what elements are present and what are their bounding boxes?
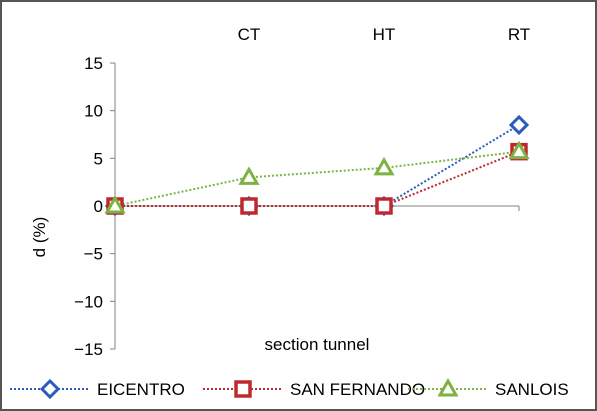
series-line	[115, 150, 520, 207]
category-label: CT	[238, 25, 261, 44]
data-point	[104, 194, 126, 214]
y-tick-label: 15	[84, 54, 103, 73]
axes: 15 10 5 0 −5 −10 −15	[74, 54, 520, 359]
legend-marker	[234, 380, 252, 398]
legend-marker	[437, 377, 459, 397]
series-lines	[114, 124, 520, 207]
data-point	[373, 156, 395, 176]
data-point	[508, 140, 530, 160]
data-point	[508, 114, 530, 136]
series-markers	[104, 114, 530, 217]
legend-label: EICENTRO	[97, 380, 185, 399]
legend-label: SANLOIS	[495, 380, 569, 399]
y-axis-label: d (%)	[30, 217, 49, 258]
legend-marker	[39, 378, 61, 400]
y-tick-label: 0	[94, 197, 103, 216]
y-tick-label: 5	[94, 149, 103, 168]
data-point	[240, 197, 258, 215]
category-label: RT	[508, 25, 530, 44]
legend-label: SAN FERNANDO	[290, 380, 425, 399]
category-labels: CT HT RT	[238, 25, 531, 44]
y-tick-label: −15	[74, 340, 103, 359]
x-axis-label: section tunnel	[265, 335, 370, 354]
y-tick-label: −5	[84, 245, 103, 264]
series-line	[114, 150, 520, 207]
legend: EICENTRO SAN FERNANDO SANLOIS	[10, 377, 569, 400]
y-tick-label: 10	[84, 102, 103, 121]
data-point	[375, 197, 393, 215]
data-point	[238, 166, 260, 185]
category-label: HT	[373, 25, 396, 44]
y-tick-label: −10	[74, 292, 103, 311]
